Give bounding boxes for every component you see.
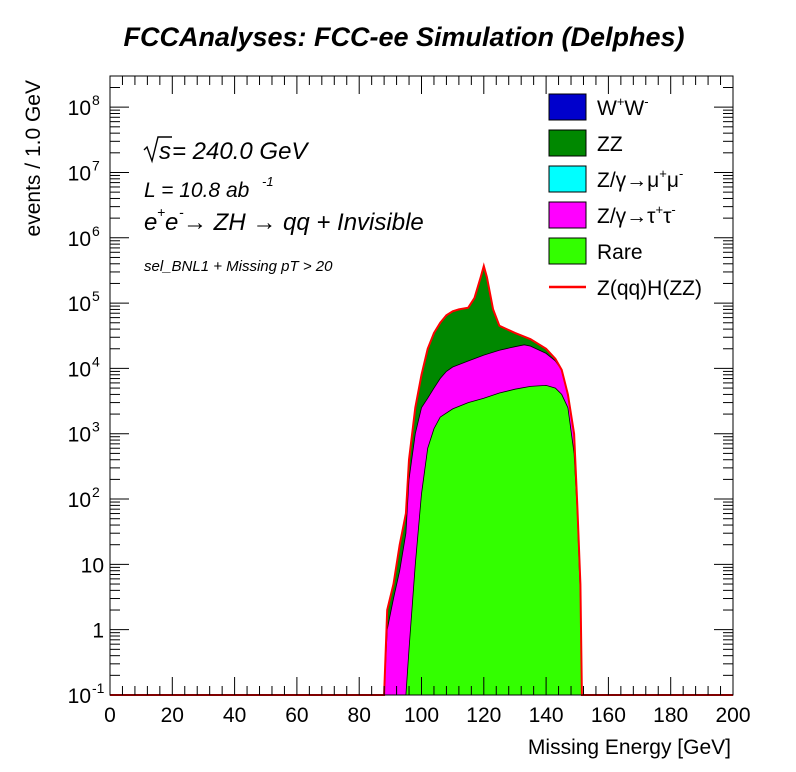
legend-item: Z/γ→τ+τ- [548,201,676,229]
legend-item: Z/γ→μ+μ- [548,165,683,193]
y-tick-label: 10 [68,489,91,512]
process-annotation: e + e - → ZH → qq + Invisible [144,204,424,236]
legend-label: Z(qq)H(ZZ) [597,277,702,300]
y-tick-label: 10 [68,424,91,447]
x-tick-label: 120 [466,704,501,727]
process-e-plus: e [144,209,157,236]
y-tick-exponent: -1 [92,680,105,696]
x-tick-label: 20 [161,704,184,727]
y-tick-label: 10 [68,685,91,708]
legend-item: Rare [548,237,643,265]
stacked-histograms [110,262,733,696]
x-tick-label: 80 [348,704,371,727]
process-e-minus: e [165,209,178,236]
legend-label: Rare [597,241,643,264]
sqrt-s-value: = 240.0 GeV [172,138,309,165]
legend-label: ZZ [597,133,623,156]
process-e-minus-sup: - [179,204,184,220]
y-tick-exponent: 4 [92,353,100,369]
y-tick-exponent: 2 [92,484,100,500]
legend: W+W- ZZ Z/γ→μ+μ- Z/γ→τ+τ- Rare Z(qq)H(ZZ) [548,93,702,300]
legend-item: W+W- [548,93,649,121]
legend-label: Z/γ→τ+τ- [597,202,676,228]
x-tick-label: 180 [653,704,688,727]
sqrt-s-annotation: s = 240.0 GeV [143,136,309,165]
x-axis: 0 20 40 60 80 100 120 140 160 180 200 [104,76,751,727]
x-tick-label: 140 [529,704,564,727]
selection-label: sel_BNL1 + Missing pT > 20 [144,258,333,275]
y-tick-exponent: 8 [92,92,100,108]
legend-swatch [548,201,587,229]
y-tick-label: 10 [81,554,104,577]
legend-item: ZZ [548,129,623,157]
series-z-qq-h-zz- [110,262,733,696]
y-axis-label: events / 1.0 GeV [22,80,45,236]
legend-swatch [548,93,587,121]
y-tick-label: 10 [68,162,91,185]
y-tick-exponent: 5 [92,288,100,304]
x-tick-label: 40 [223,704,246,727]
legend-swatch [548,129,587,157]
process-e-plus-sup: + [157,204,165,220]
y-tick-label: 1 [92,620,104,643]
x-axis-label: Missing Energy [GeV] [528,736,731,759]
y-tick-label: 10 [68,293,91,316]
legend-label: Z/γ→μ+μ- [597,166,683,192]
x-tick-label: 160 [591,704,626,727]
legend-swatch [548,165,587,193]
sqrt-symbol [143,136,172,164]
chart-title: FCCAnalyses: FCC-ee Simulation (Delphes) [123,22,684,52]
y-tick-label: 10 [68,228,91,251]
x-tick-label: 100 [404,704,439,727]
x-tick-label: 200 [715,704,750,727]
lumi-exponent: -1 [262,174,274,189]
annotations: s = 240.0 GeV L = 10.8 ab -1 e + e - → Z… [143,136,424,275]
y-tick-exponent: 7 [92,157,100,173]
lumi-annotation: L = 10.8 ab -1 [144,174,274,202]
legend-item: Z(qq)H(ZZ) [549,277,702,300]
x-tick-label: 60 [285,704,308,727]
lumi-text: L = 10.8 ab [144,179,250,202]
x-tick-label: 0 [104,704,116,727]
legend-label: W+W- [597,94,649,120]
sqrt-s-text: s [159,138,171,165]
legend-swatch [548,237,587,265]
y-tick-exponent: 6 [92,223,100,239]
y-tick-exponent: 3 [92,419,100,435]
process-text: → ZH → qq + Invisible [183,209,424,236]
y-tick-label: 10 [68,358,91,381]
y-tick-label: 10 [68,97,91,120]
